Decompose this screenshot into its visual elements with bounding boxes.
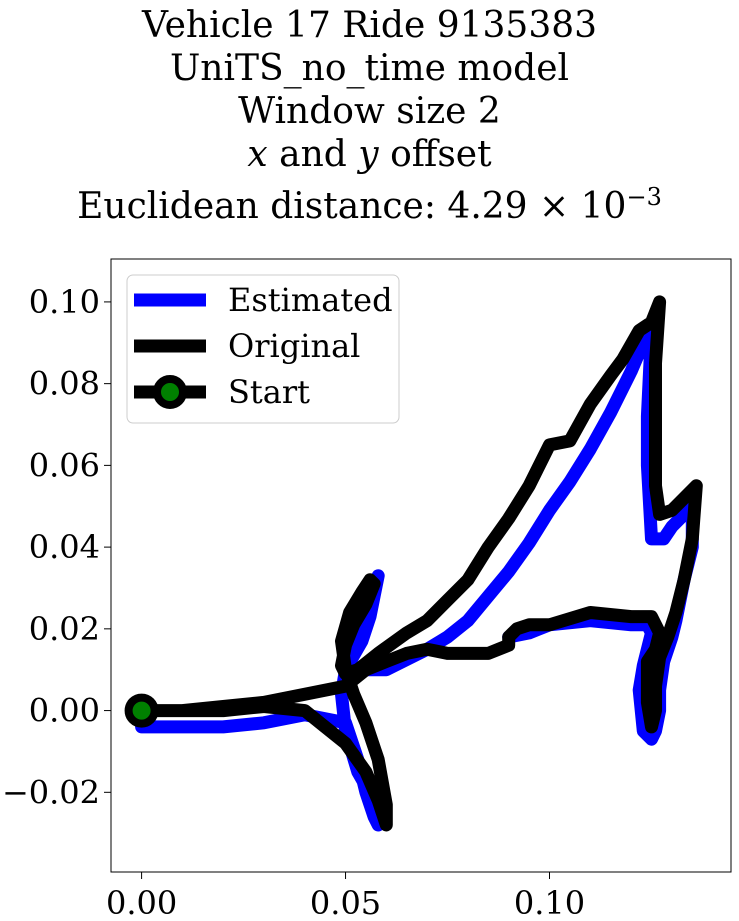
- legend-label: Estimated: [228, 281, 393, 319]
- title-line-4: x and y offset: [0, 133, 739, 176]
- y-tick-label: 0.02: [29, 610, 100, 648]
- y-tick-label: 0.06: [29, 446, 100, 484]
- legend-label: Start: [228, 373, 310, 411]
- y-tick-label: 0.10: [29, 283, 100, 321]
- y-tick-label: 0.08: [29, 365, 100, 403]
- plot-frame: [110, 258, 732, 873]
- series-layer: [124, 295, 703, 832]
- title-distance: Euclidean distance: 4.29 × 10: [77, 186, 627, 227]
- x-tick-label: 0.05: [310, 884, 381, 921]
- y-tick-label: −0.02: [2, 773, 100, 811]
- title-x-symbol: x: [247, 134, 268, 175]
- y-tick-label: 0.00: [29, 692, 100, 730]
- x-tick-label: 0.10: [514, 884, 585, 921]
- chart-title: Vehicle 17 Ride 9135383 UniTS_no_time mo…: [0, 4, 739, 228]
- title-exponent: −3: [626, 183, 662, 211]
- title-y-symbol: y: [358, 134, 379, 175]
- start-marker: [124, 693, 159, 728]
- y-tick-label: 0.04: [29, 528, 100, 566]
- legend-label: Original: [228, 327, 360, 365]
- title-line-3: Window size 2: [238, 91, 501, 132]
- title-line-1: Vehicle 17 Ride 9135383: [141, 5, 598, 46]
- series-line-original: [135, 295, 703, 832]
- title-offset: offset: [378, 134, 492, 175]
- title-line-2: UniTS_no_time model: [169, 48, 570, 89]
- title-line-5: Euclidean distance: 4.29 × 10−3: [0, 176, 739, 228]
- title-and: and: [267, 134, 359, 175]
- legend-start-marker: [153, 375, 187, 409]
- x-tick-label: 0.00: [106, 884, 177, 921]
- axis-layer: 0.00 0.05 0.10 −0.02 0.00 0.02 0.04 0.06 0.08 0.1…: [2, 283, 585, 921]
- legend: Estimated Original Start: [126, 274, 400, 424]
